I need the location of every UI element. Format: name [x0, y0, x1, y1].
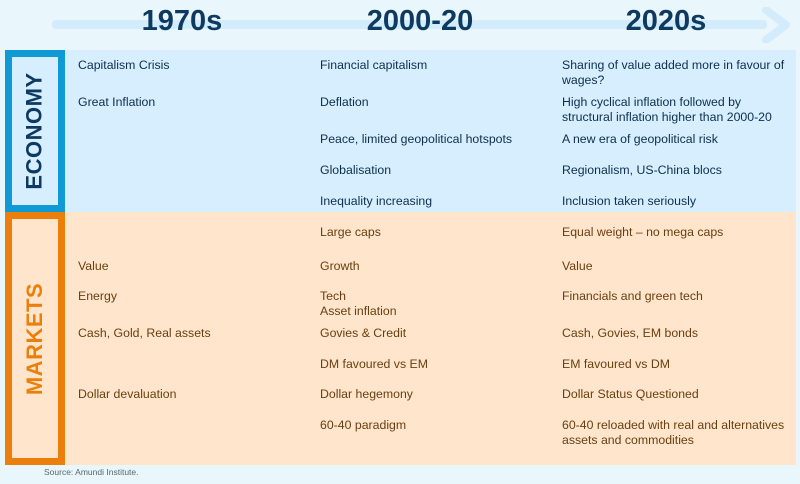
economy-2020s-cell: A new era of geopolitical risk [562, 132, 718, 146]
economy-2020s-cell: Inclusion taken seriously [562, 194, 696, 208]
markets-1970s-cell: Dollar devaluation [78, 387, 177, 401]
economy-2000-20-cell: Deflation [320, 95, 369, 109]
source-note: Source: Amundi Institute. [44, 467, 139, 477]
markets-2000-20-cell: Growth [320, 259, 360, 273]
markets-1970s-cell: Cash, Gold, Real assets [78, 326, 211, 340]
markets-2000-20-cell: Large caps [320, 225, 381, 239]
economy-tag: ECONOMY [5, 50, 65, 212]
markets-section: MARKETS Large caps Equal weight – no meg… [5, 212, 796, 465]
economy-2000-20-cell: Peace, limited geopolitical hotspots [320, 132, 513, 146]
markets-1970s-cell: Value [78, 259, 109, 273]
markets-2000-20-cell: DM favoured vs EM [320, 357, 428, 371]
markets-2020s-cell: Value [562, 259, 593, 273]
era-heading-2020s: 2020s [625, 5, 707, 37]
markets-2020s-cell: Financials and green tech [562, 289, 703, 303]
markets-2020s-cell: Cash, Govies, EM bonds [562, 326, 699, 340]
markets-tag: MARKETS [5, 212, 65, 465]
markets-2020s-cell: EM favoured vs DM [562, 357, 670, 371]
markets-2020s-cell: Dollar Status Questioned [562, 387, 699, 401]
markets-2000-20-cell: Tech Asset inflation [320, 289, 397, 318]
economy-2000-20-cell: Globalisation [320, 163, 392, 177]
timeline-arrow-head-icon [762, 7, 790, 43]
timeline-arrow-shaft [52, 20, 767, 29]
economy-2020s-cell: Regionalism, US-China blocs [562, 163, 722, 177]
markets-2000-20-cell: 60-40 paradigm [320, 418, 407, 432]
economy-2020s-cell: Sharing of value added more in favour of… [562, 58, 785, 87]
markets-2020s-cell: 60-40 reloaded with real and alternative… [562, 418, 785, 447]
economy-section: ECONOMY Capitalism Crisis Financial capi… [5, 50, 796, 212]
economy-label: ECONOMY [22, 72, 47, 190]
markets-1970s-cell: Energy [78, 289, 117, 303]
markets-2000-20-cell: Govies & Credit [320, 326, 407, 340]
markets-label: MARKETS [22, 282, 47, 395]
markets-2020s-cell: Equal weight – no mega caps [562, 225, 724, 239]
economy-1970s-cell: Capitalism Crisis [78, 58, 170, 72]
markets-2000-20-cell: Dollar hegemony [320, 387, 413, 401]
economy-1970s-cell: Great Inflation [78, 95, 156, 109]
era-heading-1970s: 1970s [141, 5, 223, 37]
economy-2000-20-cell: Financial capitalism [320, 58, 428, 72]
economy-2020s-cell: High cyclical inflation followed by stru… [562, 95, 772, 124]
economy-2000-20-cell: Inequality increasing [320, 194, 433, 208]
era-heading-2000-20: 2000-20 [366, 5, 474, 37]
